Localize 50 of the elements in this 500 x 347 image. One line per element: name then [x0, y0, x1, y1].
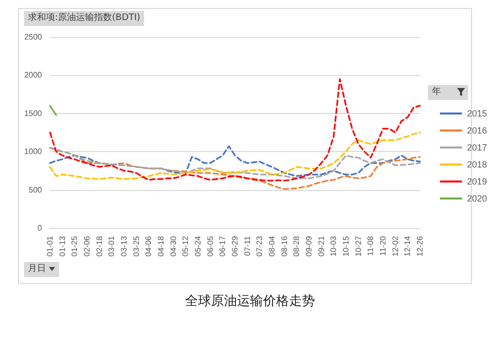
x-tick-label: 03-13 [120, 235, 128, 256]
x-axis-title: 月日 [28, 264, 46, 274]
x-tick-label: 02-06 [82, 235, 92, 256]
y-tick-label: 2500 [24, 32, 43, 42]
x-tick-label: 05-12 [181, 235, 190, 256]
legend-label: 2017 [466, 142, 488, 152]
x-tick-label: 12-02 [390, 235, 400, 256]
legend-label: 2019 [466, 176, 488, 186]
x-tick-label: 11-08 [366, 235, 376, 256]
x-tick-label: 03-25 [132, 235, 141, 256]
line-series [49, 78, 421, 182]
x-tick-label: 03-01 [107, 235, 116, 256]
y-axis-title: 求和项:原油运输指数(BDTI) [24, 11, 144, 26]
x-tick-label: 10-03 [329, 235, 338, 256]
text: 全球原油运输价格走势 [184, 292, 316, 310]
x-tick-label: 04-06 [144, 235, 154, 256]
line-series [49, 132, 421, 180]
y-tick-label: 0 [38, 224, 43, 232]
x-tick-label: 10-27 [354, 235, 363, 256]
x-tick-label: 01-01 [46, 235, 54, 256]
x-tick-label: 06-05 [206, 235, 215, 256]
legend-label: 2016 [466, 126, 488, 136]
x-tick-label: 11-20 [378, 235, 388, 256]
x-tick-label: 05-24 [194, 235, 202, 256]
legend-label: 2015 [466, 108, 488, 118]
x-tick-label: 08-16 [280, 235, 289, 256]
y-tick-label: 1500 [24, 108, 43, 118]
x-tick-label: 01-25 [70, 235, 80, 256]
x-tick-label: 12-14 [403, 235, 412, 256]
x-tick-label: 08-04 [268, 235, 276, 256]
legend-title: 年 [432, 87, 441, 97]
y-tick-label: 2000 [24, 70, 43, 80]
x-tick-label: 09-09 [304, 235, 314, 256]
x-tick-label: 04-30 [168, 235, 178, 256]
legend-label: 2020 [466, 194, 488, 204]
x-tick-label: 10-15 [342, 235, 350, 256]
y-tick-label: 1000 [24, 147, 43, 156]
x-tick-label: 06-17 [218, 235, 228, 256]
x-tick-label: 04-18 [156, 235, 166, 256]
x-tick-label: 08-28 [292, 235, 302, 256]
line-series [49, 146, 421, 190]
x-tick-label: 09-21 [316, 235, 326, 256]
x-tick-label: 07-23 [255, 235, 264, 256]
y-tick-label: 500 [28, 185, 43, 194]
x-tick-label: 07-11 [242, 235, 252, 256]
x-tick-label: 12-26 [416, 235, 424, 256]
x-tick-label: 01-13 [58, 235, 67, 256]
x-tick-label: 06-29 [230, 235, 240, 256]
legend-label: 2018 [466, 160, 488, 170]
x-tick-label: 02-18 [94, 235, 104, 256]
